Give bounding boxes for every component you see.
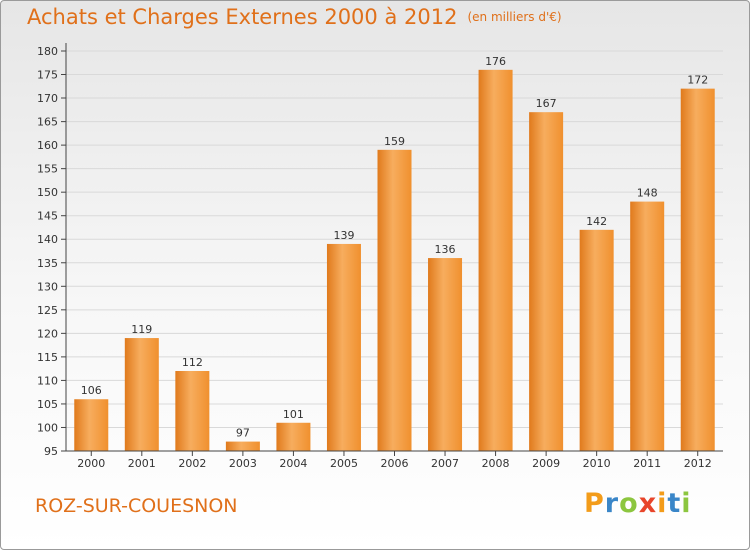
data-label: 97 [236, 427, 250, 440]
y-tick-label: 110 [37, 374, 58, 387]
data-label: 159 [384, 135, 405, 148]
bar [529, 112, 564, 452]
x-tick-label: 2005 [330, 457, 358, 470]
data-label: 167 [536, 97, 557, 110]
data-label: 176 [485, 55, 506, 68]
bar [276, 422, 311, 451]
y-tick-label: 135 [37, 257, 58, 270]
bar [630, 201, 665, 451]
x-tick-label: 2009 [532, 457, 560, 470]
data-label: 172 [687, 74, 708, 87]
logo-letter: r [604, 488, 620, 519]
data-label: 119 [131, 323, 152, 336]
bar [579, 229, 614, 451]
bar [175, 371, 210, 451]
y-tick-label: 155 [37, 163, 58, 176]
y-tick-label: 165 [37, 116, 58, 129]
y-tick-label: 95 [44, 445, 58, 458]
y-tick-label: 150 [37, 186, 58, 199]
x-tick-label: 2012 [684, 457, 712, 470]
data-label: 112 [182, 356, 203, 369]
x-tick-label: 2011 [633, 457, 661, 470]
proxiti-logo: Proxiti [584, 488, 692, 519]
y-tick-label: 145 [37, 210, 58, 223]
y-tick-label: 170 [37, 92, 58, 105]
axes: 95 100 105 110 115 120 125 130 135 140 145 150 155 16… [37, 43, 723, 470]
x-tick-label: 2003 [229, 457, 257, 470]
logo-letter: P [584, 488, 605, 519]
y-tick-label: 115 [37, 351, 58, 364]
place-name: ROZ-SUR-COUESNON [35, 495, 238, 517]
y-tick-label: 180 [37, 45, 58, 58]
bar [74, 399, 109, 451]
y-tick-label: 175 [37, 69, 58, 82]
bar [225, 441, 260, 451]
logo-letter: o [619, 488, 639, 519]
chart-title: Achats et Charges Externes 2000 à 2012 (e… [27, 5, 562, 29]
y-tick-label: 125 [37, 304, 58, 317]
data-label: 142 [586, 215, 607, 228]
logo-letter: i [657, 488, 668, 519]
x-tick-label: 2006 [381, 457, 409, 470]
data-label: 136 [435, 243, 456, 256]
x-tick-label: 2010 [583, 457, 611, 470]
y-tick-label: 120 [37, 327, 58, 340]
logo-letter: x [638, 488, 658, 519]
data-label: 148 [637, 187, 658, 200]
x-tick-label: 2001 [128, 457, 156, 470]
chart-unit: (en milliers d'€) [467, 10, 562, 24]
bar [377, 149, 412, 451]
y-tick-label: 105 [37, 398, 58, 411]
data-label: 106 [81, 384, 102, 397]
data-label: 101 [283, 408, 304, 421]
data-label: 139 [333, 229, 354, 242]
bar [326, 243, 361, 451]
y-tick-label: 130 [37, 280, 58, 293]
bar [478, 69, 513, 451]
x-tick-label: 2002 [178, 457, 206, 470]
x-tick-label: 2000 [77, 457, 105, 470]
y-tick-label: 100 [37, 421, 58, 434]
logo-letter: t [667, 488, 682, 519]
y-tick-label: 160 [37, 139, 58, 152]
bar [680, 88, 715, 451]
chart-title-text: Achats et Charges Externes 2000 à 2012 [27, 5, 458, 29]
bar [428, 258, 463, 451]
y-tick-label: 140 [37, 233, 58, 246]
bar [124, 338, 159, 451]
x-tick-label: 2008 [482, 457, 510, 470]
logo-letter: i [681, 488, 692, 519]
x-tick-label: 2007 [431, 457, 459, 470]
x-tick-label: 2004 [279, 457, 307, 470]
bars: 106 119 112 97 101 139 159 136 176 167 142 148 172 [74, 55, 715, 452]
